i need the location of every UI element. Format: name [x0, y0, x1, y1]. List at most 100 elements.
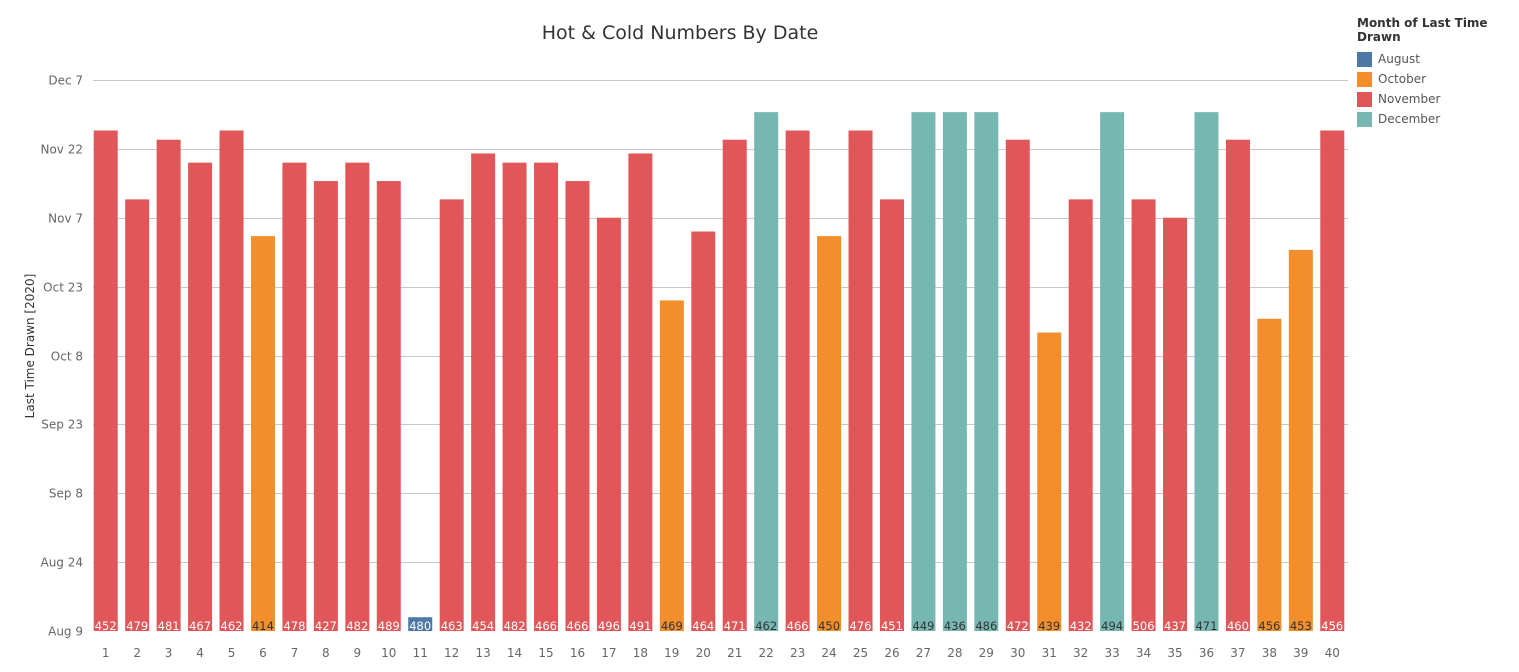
bar [722, 139, 747, 632]
x-tick-label: 25 [853, 646, 868, 660]
legend-item[interactable]: November [1357, 89, 1519, 109]
bar [250, 236, 275, 631]
bar-data-label: 449 [912, 619, 934, 633]
y-axis-ticks: Aug 9 Aug 24 Sep 8 Sep 23 Oct 8 Oct 23 Nov 7 No… [40, 74, 83, 639]
bar-data-label: 478 [283, 619, 305, 633]
x-tick-label: 40 [1325, 646, 1340, 660]
bar [628, 153, 653, 631]
bar-data-label: 437 [1164, 619, 1186, 633]
y-tick-label: Aug 9 [48, 625, 83, 639]
bar [754, 112, 779, 632]
bar [1288, 249, 1313, 631]
bar [942, 112, 967, 632]
x-tick-label: 39 [1293, 646, 1308, 660]
bar-data-label: 450 [818, 619, 840, 633]
x-tick-label: 23 [790, 646, 805, 660]
bar [502, 162, 527, 631]
bar-data-label: 481 [158, 619, 180, 633]
bar-data-label: 506 [1133, 619, 1155, 633]
x-tick-label: 37 [1230, 646, 1245, 660]
x-axis-ticks: 1 2 3 4 5 6 7 8 9 10 11 12 13 14 15 16 17 18 19 20 21 22 23 24 2… [102, 646, 1340, 660]
bar [345, 162, 370, 631]
legend-title: Month of Last Time Drawn [1357, 16, 1488, 44]
y-tick-label: Aug 24 [40, 556, 83, 570]
bar [188, 162, 213, 631]
gridlines [93, 80, 1348, 563]
x-tick-label: 22 [759, 646, 774, 660]
y-tick-label: Nov 22 [40, 143, 83, 157]
y-tick-label: Oct 8 [51, 350, 83, 364]
x-tick-label: 31 [1042, 646, 1057, 660]
bar [439, 199, 464, 631]
bar-data-label: 432 [1070, 619, 1092, 633]
y-tick-label: Oct 23 [43, 281, 83, 295]
y-tick-label: Sep 8 [49, 487, 83, 501]
legend-label: November [1378, 92, 1441, 106]
bar [125, 199, 150, 631]
x-tick-label: 9 [354, 646, 362, 660]
bar-data-label: 436 [944, 619, 966, 633]
x-tick-label: 16 [570, 646, 585, 660]
bar-labels: 452 479 481 467 462 414 478 427 482 489 480 463 454 4… [95, 619, 1344, 633]
x-tick-label: 5 [228, 646, 236, 660]
legend-item[interactable]: December [1357, 109, 1519, 129]
bar [471, 153, 496, 631]
x-tick-label: 27 [916, 646, 931, 660]
legend-label: October [1378, 72, 1427, 86]
x-tick-label: 18 [633, 646, 648, 660]
legend-item[interactable]: October [1357, 69, 1519, 89]
bar [376, 181, 401, 631]
bars [93, 112, 1345, 632]
x-tick-label: 24 [821, 646, 836, 660]
bar-data-label: 491 [629, 619, 651, 633]
x-tick-label: 1 [102, 646, 110, 660]
x-tick-label: 7 [291, 646, 299, 660]
bar [596, 217, 621, 631]
legend: Month of Last Time Drawn August October No… [1357, 16, 1519, 129]
bar-data-label: 479 [126, 619, 148, 633]
legend-item[interactable]: August [1357, 49, 1519, 69]
y-axis-label: Last Time Drawn [2020] [23, 274, 37, 419]
bar-data-label: 466 [535, 619, 557, 633]
legend-swatch [1357, 51, 1372, 67]
y-tick-label: Sep 23 [41, 418, 83, 432]
bar [282, 162, 307, 631]
x-tick-label: 20 [696, 646, 711, 660]
bar [408, 617, 433, 631]
bar [659, 300, 684, 631]
legend-swatch [1357, 71, 1372, 87]
bar [1131, 199, 1156, 631]
bar-data-label: 452 [95, 619, 117, 633]
x-tick-label: 26 [884, 646, 899, 660]
bar [1163, 217, 1188, 631]
bar [534, 162, 559, 631]
x-tick-label: 8 [322, 646, 330, 660]
bar [1100, 112, 1125, 632]
bar-data-label: 427 [315, 619, 337, 633]
bar [1068, 199, 1093, 631]
y-tick-label: Dec 7 [48, 74, 83, 88]
x-tick-label: 4 [196, 646, 204, 660]
bar-data-label: 464 [692, 619, 714, 633]
bar [313, 181, 338, 631]
bar-data-label: 451 [881, 619, 903, 633]
bar [1225, 139, 1250, 632]
bar [817, 236, 842, 631]
bar [1005, 139, 1030, 632]
bar [785, 130, 810, 631]
x-tick-label: 33 [1104, 646, 1119, 660]
x-tick-label: 34 [1136, 646, 1151, 660]
x-tick-label: 28 [947, 646, 962, 660]
x-tick-label: 17 [601, 646, 616, 660]
bar-data-label: 472 [1007, 619, 1029, 633]
bar [879, 199, 904, 631]
bar-data-label: 439 [1038, 619, 1060, 633]
x-tick-label: 10 [381, 646, 396, 660]
bar [93, 130, 118, 631]
bar-data-label: 469 [661, 619, 683, 633]
legend-swatch [1357, 111, 1372, 127]
bar [156, 139, 181, 632]
bar [219, 130, 244, 631]
bar-data-label: 480 [409, 619, 431, 633]
